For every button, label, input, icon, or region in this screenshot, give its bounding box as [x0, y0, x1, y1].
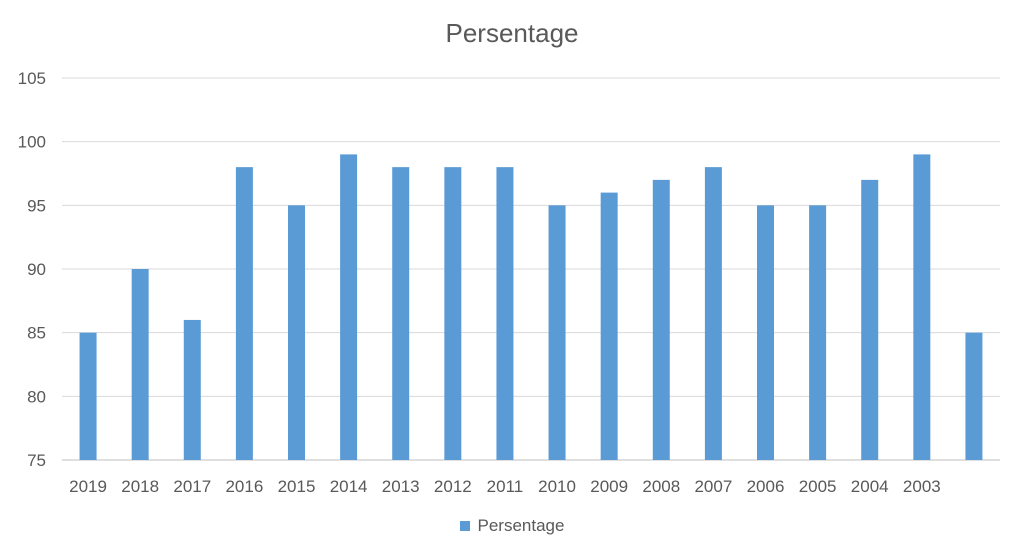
- bar: [861, 179, 879, 460]
- y-tick-label: 100: [18, 133, 46, 152]
- x-tick-label: 2003: [903, 477, 941, 496]
- bar: [913, 154, 931, 460]
- bar: [757, 205, 774, 460]
- bar: [392, 167, 410, 460]
- y-tick-label: 85: [27, 324, 46, 343]
- bar: [548, 205, 566, 460]
- bar: [496, 167, 514, 460]
- bar: [288, 205, 305, 460]
- x-tick-label: 2012: [434, 477, 472, 496]
- x-tick-label: 2019: [69, 477, 107, 496]
- x-tick-label: 2005: [799, 477, 837, 496]
- chart-title: Persentage: [445, 18, 579, 48]
- bar: [444, 167, 462, 460]
- bar: [235, 167, 253, 460]
- x-tick-label: 2009: [590, 477, 628, 496]
- bar: [183, 319, 201, 460]
- y-tick-label: 80: [27, 387, 46, 406]
- bar: [809, 205, 827, 460]
- bar: [652, 179, 670, 460]
- x-tick-label: 2010: [538, 477, 576, 496]
- x-tick-label: 2004: [851, 477, 889, 496]
- x-tick-label: 2013: [382, 477, 420, 496]
- x-tick-label: 2006: [747, 477, 785, 496]
- legend-label: Persentage: [477, 516, 565, 535]
- x-tick-label: 2008: [642, 477, 680, 496]
- bar: [704, 167, 722, 460]
- bar: [340, 154, 358, 460]
- y-tick-label: 95: [27, 196, 46, 215]
- x-tick-label: 2015: [278, 477, 316, 496]
- bar: [131, 269, 149, 460]
- bar: [79, 332, 97, 460]
- y-tick-label: 75: [27, 451, 46, 470]
- x-tick-label: 2017: [173, 477, 211, 496]
- x-tick-label: 2016: [225, 477, 263, 496]
- bar: [600, 192, 618, 460]
- bar: [965, 332, 983, 460]
- x-tick-label: 2018: [121, 477, 159, 496]
- y-tick-label: 90: [27, 260, 46, 279]
- legend-swatch: [459, 521, 470, 531]
- legend: Persentage: [0, 516, 1024, 536]
- x-tick-label: 2011: [487, 477, 524, 496]
- x-tick-label: 2014: [330, 477, 368, 496]
- y-tick-label: 105: [18, 69, 46, 88]
- x-tick-label: 2007: [694, 477, 732, 496]
